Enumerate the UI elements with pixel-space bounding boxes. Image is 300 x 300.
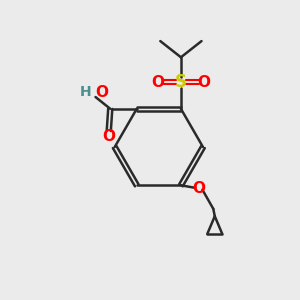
Text: O: O <box>102 129 115 144</box>
Text: O: O <box>197 75 210 90</box>
Text: O: O <box>95 85 108 100</box>
Text: O: O <box>152 75 165 90</box>
Text: H: H <box>80 85 91 99</box>
Text: S: S <box>175 73 187 91</box>
Text: O: O <box>192 181 205 196</box>
